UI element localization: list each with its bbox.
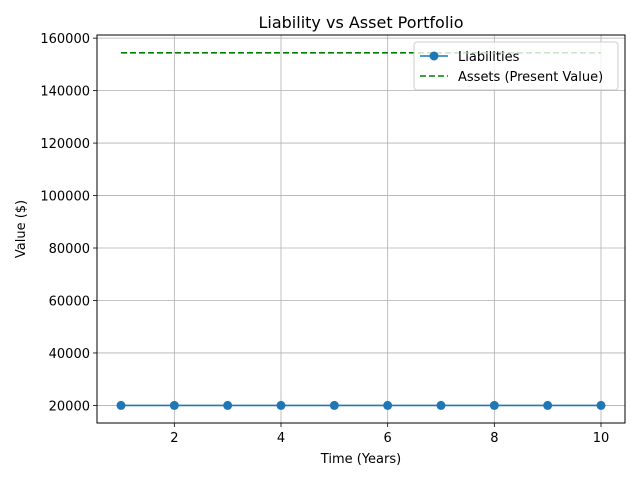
x-tick-label: 6 [384, 431, 392, 446]
legend-marker-liabilities [429, 51, 439, 61]
y-tick-label: 120000 [40, 137, 90, 152]
data-point-liabilities [596, 400, 606, 410]
series-layer [116, 52, 606, 410]
y-tick-label: 20000 [49, 399, 90, 414]
y-axis-label: Value ($) [14, 200, 29, 258]
legend-label-assets: Assets (Present Value) [458, 70, 603, 85]
data-point-liabilities [543, 400, 553, 410]
x-tick-label: 8 [490, 431, 498, 446]
x-axis-label: Time (Years) [320, 452, 401, 467]
legend-box [413, 41, 619, 91]
x-axis-ticks: 2 4 6 8 10 [170, 423, 609, 446]
plot-frame [96, 34, 626, 424]
y-tick-label: 60000 [49, 294, 90, 309]
data-point-liabilities [329, 400, 339, 410]
y-tick-label: 160000 [40, 32, 90, 47]
x-tick-label: 2 [170, 431, 178, 446]
data-point-liabilities [436, 400, 446, 410]
legend-label-liabilities: Liabilities [458, 50, 520, 65]
data-point-liabilities [383, 400, 393, 410]
data-point-liabilities [223, 400, 233, 410]
y-axis-ticks: 20000 40000 60000 80000 100000 120000 140000 16… [40, 32, 97, 414]
y-tick-label: 140000 [40, 85, 90, 100]
y-tick-label: 80000 [49, 242, 90, 257]
chart-title: Liability vs Asset Portfolio [258, 13, 463, 32]
y-tick-label: 40000 [49, 347, 90, 362]
x-tick-label: 4 [277, 431, 285, 446]
data-point-liabilities [276, 400, 286, 410]
data-point-liabilities [169, 400, 179, 410]
y-tick-label: 100000 [40, 190, 90, 205]
legend: Liabilities Assets (Present Value) [413, 41, 619, 91]
data-point-liabilities [116, 400, 126, 410]
grid [97, 35, 625, 423]
data-point-liabilities [489, 400, 499, 410]
x-tick-label: 10 [593, 431, 610, 446]
